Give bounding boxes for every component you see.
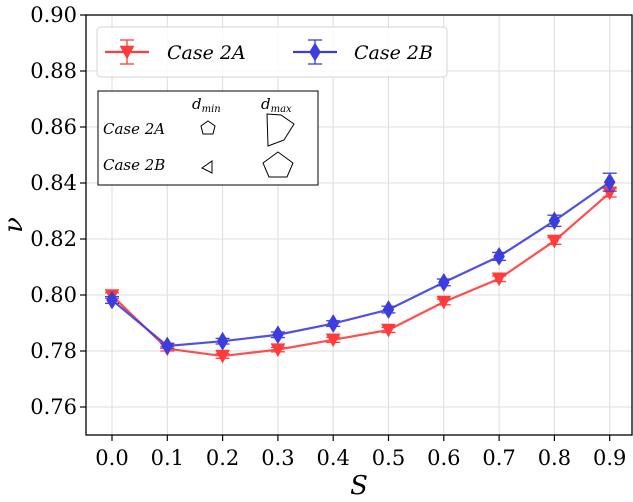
data-point (603, 172, 616, 192)
x-tick-label: 0.6 (427, 446, 460, 470)
data-point (382, 300, 395, 320)
inset-box (97, 90, 319, 186)
legend-entry-case-2b (293, 39, 337, 65)
series-line (111, 181, 611, 348)
y-tick-label: 0.80 (30, 283, 77, 307)
polygon-large-icon (266, 113, 295, 147)
inset-header-dmax: dmax (261, 95, 292, 115)
series-layer (104, 172, 618, 364)
y-tick-label: 0.88 (30, 59, 77, 83)
series-line (111, 191, 611, 358)
grid (86, 14, 632, 435)
y-tick-label: 0.78 (30, 339, 77, 363)
data-point (548, 211, 561, 231)
data-point (325, 333, 341, 348)
x-tick-label: 0.9 (593, 446, 626, 470)
triangle-small-icon (201, 160, 213, 174)
pentagon-large-icon (262, 151, 294, 178)
inset-row-label-case-2a: Case 2A (103, 120, 165, 138)
data-point (272, 325, 284, 345)
y-axis-label: ν (0, 217, 29, 233)
legend-entry-case-2a (105, 39, 149, 65)
x-tick-label: 0.7 (482, 446, 515, 470)
y-tick-label: 0.82 (30, 227, 77, 251)
data-point (493, 246, 505, 266)
data-point (491, 272, 507, 287)
pentagon-small-icon (200, 120, 216, 135)
inset-header-dmin: dmin (192, 95, 221, 115)
data-point (438, 272, 450, 292)
x-tick-label: 0.2 (206, 446, 239, 470)
x-tick-label: 0.1 (151, 446, 184, 470)
data-point (327, 314, 339, 334)
legend-box (96, 26, 448, 78)
x-tick-label: 0.0 (95, 446, 128, 470)
plot-frame (85, 14, 633, 436)
legend: Case 2A Case 2B (96, 26, 448, 78)
data-point (436, 295, 452, 310)
data-point (216, 331, 229, 351)
x-tick-label: 0.8 (538, 446, 571, 470)
ticks: 0.0 0.1 0.2 0.3 0.4 0.5 0.6 0.7 0.8 0.9 0.76 0.78 0.… (30, 3, 626, 470)
data-point (161, 336, 174, 356)
inset-shape-table: dmin dmax Case 2A Case 2B (97, 90, 319, 186)
y-tick-label: 0.90 (30, 3, 77, 27)
legend-marker (309, 42, 321, 62)
data-point (546, 234, 562, 249)
y-tick-label: 0.86 (30, 115, 77, 139)
legend-label-case-2b: Case 2B (354, 42, 433, 64)
x-tick-label: 0.4 (316, 446, 349, 470)
x-tick-label: 0.5 (372, 446, 405, 470)
x-tick-label: 0.3 (261, 446, 294, 470)
y-tick-label: 0.84 (30, 171, 77, 195)
data-point (106, 290, 118, 310)
inset-row-label-case-2b: Case 2B (103, 156, 165, 174)
y-tick-label: 0.76 (30, 395, 77, 419)
legend-label-case-2a: Case 2A (167, 42, 246, 64)
data-point (381, 323, 396, 338)
series-0 (104, 186, 618, 364)
x-axis-label: S (350, 471, 368, 501)
series-1 (105, 172, 617, 356)
legend-marker (119, 45, 135, 60)
